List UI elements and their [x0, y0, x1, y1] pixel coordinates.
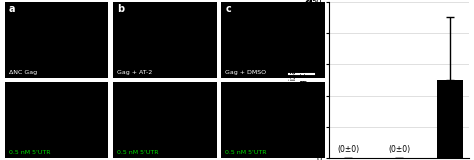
- Text: 0.5 nM 5'UTR: 0.5 nM 5'UTR: [117, 150, 159, 155]
- Bar: [438, 80, 463, 158]
- Text: a: a: [9, 4, 15, 14]
- Text: Gag + AT-2: Gag + AT-2: [117, 70, 152, 75]
- Y-axis label: colocalization
(% of Gag clusters): colocalization (% of Gag clusters): [289, 43, 308, 117]
- Text: Gag + DMSO: Gag + DMSO: [225, 70, 266, 75]
- Text: b: b: [117, 4, 124, 14]
- Text: c: c: [225, 4, 231, 14]
- Text: 0.5 nM 5'UTR: 0.5 nM 5'UTR: [9, 150, 50, 155]
- Text: 0.5 nM 5'UTR: 0.5 nM 5'UTR: [225, 150, 267, 155]
- Text: (0±0): (0±0): [337, 145, 359, 154]
- Text: d: d: [304, 0, 312, 8]
- Text: ΔNC Gag: ΔNC Gag: [9, 70, 37, 75]
- Text: (0±0): (0±0): [388, 145, 410, 154]
